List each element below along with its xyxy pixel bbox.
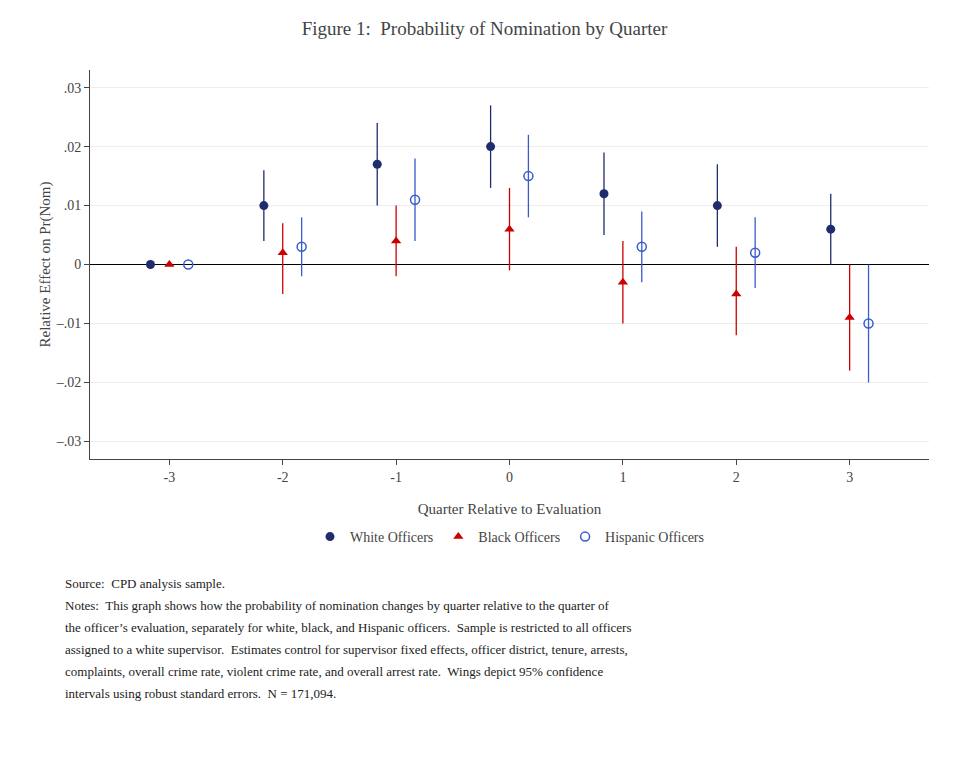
svg-text:Hispanic Officers: Hispanic Officers [605,530,704,545]
svg-text:-2: -2 [277,470,289,485]
svg-text:Source: CPD analysis sample.: Source: CPD analysis sample. [65,576,225,591]
svg-text:3: 3 [846,470,853,485]
svg-text:1: 1 [619,470,626,485]
svg-text:Relative Effect on Pr(Nom): Relative Effect on Pr(Nom) [37,182,54,348]
svg-text:–.02: –.02 [56,375,82,390]
svg-text:2: 2 [733,470,740,485]
svg-text:.03: .03 [64,81,82,96]
svg-text:0: 0 [74,257,81,272]
svg-text:-3: -3 [164,470,176,485]
svg-text:–.03: –.03 [56,434,82,449]
svg-text:Quarter Relative to Evaluation: Quarter Relative to Evaluation [418,501,602,517]
svg-text:White Officers: White Officers [350,530,433,545]
svg-text:intervals using robust standar: intervals using robust standard errors. … [65,686,336,701]
svg-text:.01: .01 [64,198,82,213]
svg-text:.02: .02 [64,140,82,155]
svg-text:-1: -1 [390,470,402,485]
svg-text:Notes: This graph shows how t: Notes: This graph shows how the probabil… [65,598,609,613]
svg-text:Black Officers: Black Officers [478,530,560,545]
svg-text:the officer’s evaluation, sepa: the officer’s evaluation, separately for… [65,620,632,635]
svg-text:0: 0 [506,470,513,485]
svg-text:–.01: –.01 [56,316,82,331]
svg-text:complaints, overall crime rate: complaints, overall crime rate, violent … [65,664,603,679]
svg-text:Figure 1: Probability of Nomi: Figure 1: Probability of Nomination by Q… [302,18,668,39]
svg-text:assigned to a white supervisor: assigned to a white supervisor. Estimate… [65,642,628,657]
